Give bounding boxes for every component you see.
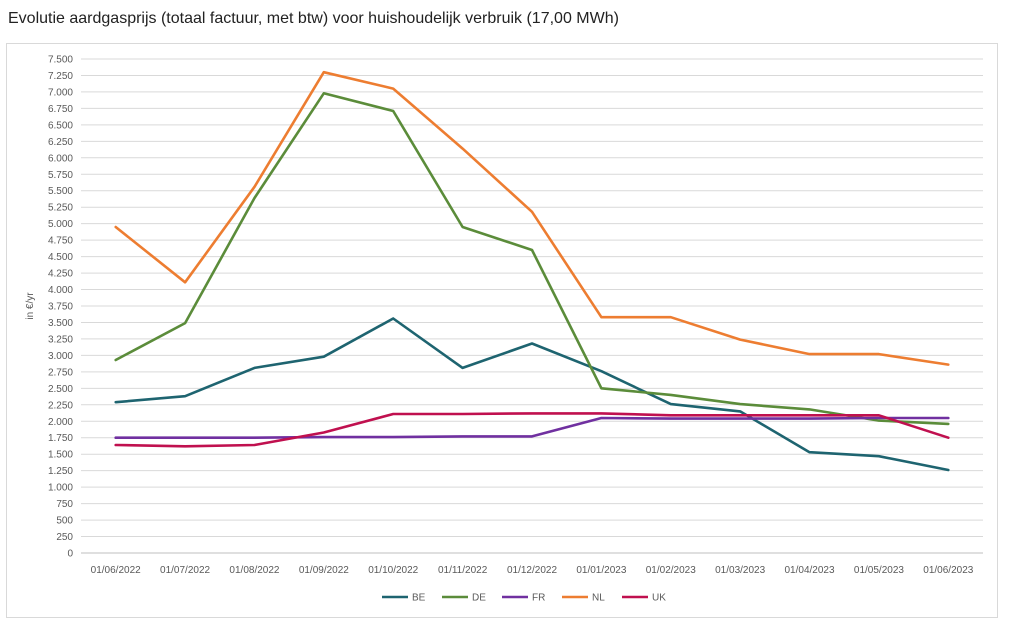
legend-label-de: DE bbox=[472, 593, 486, 604]
y-tick-label: 6.500 bbox=[48, 120, 73, 131]
series-line-fr bbox=[114, 416, 950, 440]
y-tick-label: 5.000 bbox=[48, 219, 73, 230]
x-tick-label: 01/10/2022 bbox=[368, 565, 418, 576]
x-tick-label: 01/09/2022 bbox=[299, 565, 349, 576]
x-axis: 01/06/2022 01/07/2022 01/08/2022 01/09/2022… bbox=[91, 565, 974, 576]
y-axis: 7.500 7.250 7.000 6.750 6.500 6.250 6.000 5.750… bbox=[48, 55, 73, 560]
chart-frame: 7.500 7.250 7.000 6.750 6.500 6.250 6.000 5.750… bbox=[6, 43, 998, 618]
x-tick-label: 01/07/2022 bbox=[160, 565, 210, 576]
y-tick-label: 0 bbox=[67, 549, 73, 560]
series-line-be bbox=[114, 317, 950, 472]
legend-label-be: BE bbox=[412, 593, 426, 604]
y-tick-label: 4.750 bbox=[48, 236, 73, 247]
y-tick-label: 6.250 bbox=[48, 137, 73, 148]
y-tick-label: 5.500 bbox=[48, 186, 73, 197]
series-lines bbox=[114, 70, 950, 472]
page-title: Evolutie aardgasprijs (totaal factuur, m… bbox=[8, 10, 619, 27]
legend-label-fr: FR bbox=[532, 593, 545, 604]
x-tick-label: 01/12/2022 bbox=[507, 565, 557, 576]
y-tick-label: 1.750 bbox=[48, 433, 73, 444]
series-line-de bbox=[114, 91, 950, 426]
y-tick-label: 5.250 bbox=[48, 203, 73, 214]
y-tick-label: 6.000 bbox=[48, 153, 73, 164]
y-tick-label: 500 bbox=[56, 516, 73, 527]
legend-label-uk: UK bbox=[652, 593, 666, 604]
legend-label-nl: NL bbox=[592, 593, 605, 604]
gridlines bbox=[81, 58, 983, 554]
y-tick-label: 5.750 bbox=[48, 170, 73, 181]
y-tick-label: 4.500 bbox=[48, 252, 73, 263]
y-tick-label: 7.000 bbox=[48, 87, 73, 98]
y-tick-label: 7.250 bbox=[48, 71, 73, 82]
x-tick-label: 01/08/2022 bbox=[229, 565, 279, 576]
series-line-uk bbox=[114, 412, 950, 448]
x-tick-label: 01/03/2023 bbox=[715, 565, 765, 576]
y-tick-label: 7.500 bbox=[48, 55, 73, 66]
x-tick-label: 01/05/2023 bbox=[854, 565, 904, 576]
y-tick-label: 2.250 bbox=[48, 400, 73, 411]
y-tick-label: 4.250 bbox=[48, 269, 73, 280]
y-tick-label: 750 bbox=[56, 499, 73, 510]
y-tick-label: 1.250 bbox=[48, 466, 73, 477]
y-axis-title: in €/yr bbox=[25, 292, 36, 320]
x-tick-label: 01/06/2022 bbox=[91, 565, 141, 576]
y-tick-label: 2.000 bbox=[48, 417, 73, 428]
y-tick-label: 4.000 bbox=[48, 285, 73, 296]
y-tick-label: 2.750 bbox=[48, 367, 73, 378]
y-tick-label: 3.250 bbox=[48, 334, 73, 345]
x-tick-label: 01/06/2023 bbox=[923, 565, 973, 576]
y-tick-label: 3.750 bbox=[48, 302, 73, 313]
y-tick-label: 6.750 bbox=[48, 104, 73, 115]
x-tick-label: 01/11/2022 bbox=[438, 565, 488, 576]
x-tick-label: 01/01/2023 bbox=[576, 565, 626, 576]
chart-svg: 7.500 7.250 7.000 6.750 6.500 6.250 6.000 5.750… bbox=[25, 55, 983, 604]
y-tick-label: 1.500 bbox=[48, 450, 73, 461]
y-tick-label: 3.500 bbox=[48, 318, 73, 329]
x-tick-label: 01/02/2023 bbox=[646, 565, 696, 576]
legend: BE DE FR NL UK bbox=[382, 593, 666, 604]
y-tick-label: 3.000 bbox=[48, 351, 73, 362]
y-tick-label: 1.000 bbox=[48, 483, 73, 494]
y-tick-label: 2.500 bbox=[48, 384, 73, 395]
x-tick-label: 01/04/2023 bbox=[785, 565, 835, 576]
series-line-nl bbox=[114, 70, 950, 366]
y-tick-label: 250 bbox=[56, 532, 73, 543]
